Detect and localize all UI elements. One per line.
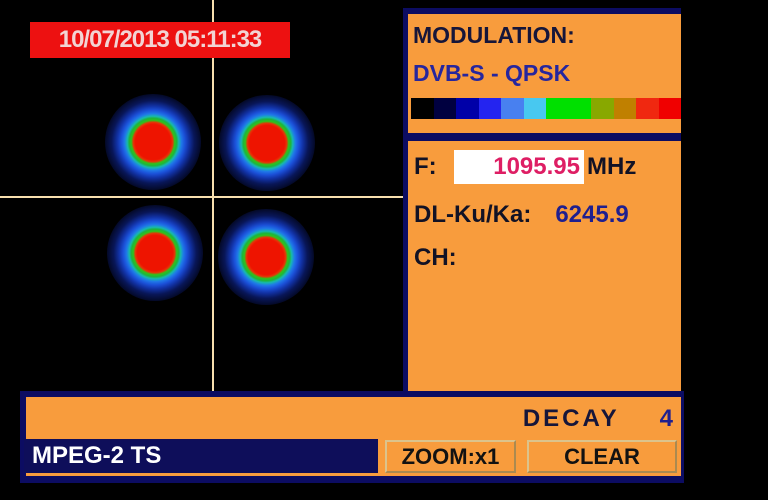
downlink-label: DL-Ku/Ka: (414, 201, 532, 228)
crosshair-vertical-line (212, 0, 214, 391)
decay-readout: DECAY 4 (523, 405, 673, 433)
channel-label: CH: (414, 244, 457, 271)
constellation-point (219, 95, 315, 191)
modulation-label: MODULATION: (413, 22, 575, 48)
frequency-input[interactable]: 1095.95 (454, 150, 584, 184)
colorbar-segment (456, 98, 479, 119)
colorbar-segment (523, 98, 546, 119)
channel-row: CH: (414, 244, 681, 272)
frequency-unit: MHz (587, 153, 637, 180)
decay-label: DECAY (522, 405, 620, 432)
downlink-row: DL-Ku/Ka: 6245.9 (414, 201, 681, 229)
colorbar-segment (433, 98, 456, 119)
zoom-button[interactable]: ZOOM:x1 (385, 440, 516, 473)
constellation-point (218, 209, 314, 305)
modulation-panel: MODULATION: DVB-S - QPSK (403, 8, 681, 141)
colorbar-segment (546, 98, 569, 119)
colorbar (411, 98, 681, 119)
colorbar-segment (478, 98, 501, 119)
colorbar-segment (501, 98, 524, 119)
constellation-display: 10/07/2013 05:11:33 (0, 0, 404, 391)
decay-value: 4 (659, 405, 673, 432)
constellation-point (105, 94, 201, 190)
downlink-value: 6245.9 (555, 201, 629, 228)
frequency-row: F: 1095.95 MHz (414, 150, 681, 184)
colorbar-segment (411, 98, 434, 119)
bottom-bar: DECAY 4 MPEG-2 TS ZOOM:x1 CLEAR (20, 391, 684, 483)
colorbar-segment (613, 98, 636, 119)
clear-button[interactable]: CLEAR (527, 440, 677, 473)
colorbar-segment (658, 98, 681, 119)
constellation-point (107, 205, 203, 301)
colorbar-segment (591, 98, 614, 119)
modulation-value: DVB-S - QPSK (413, 60, 571, 86)
colorbar-segment (568, 98, 591, 119)
timestamp-badge: 10/07/2013 05:11:33 (30, 22, 290, 58)
colorbar-segment (636, 98, 659, 119)
frequency-value: 1095.95 (493, 153, 580, 180)
frequency-panel: F: 1095.95 MHz DL-Ku/Ka: 6245.9 CH: (403, 141, 681, 391)
crosshair-horizontal-line (0, 196, 404, 198)
stream-type-bar: MPEG-2 TS (24, 439, 378, 473)
frequency-label: F: (414, 153, 437, 180)
